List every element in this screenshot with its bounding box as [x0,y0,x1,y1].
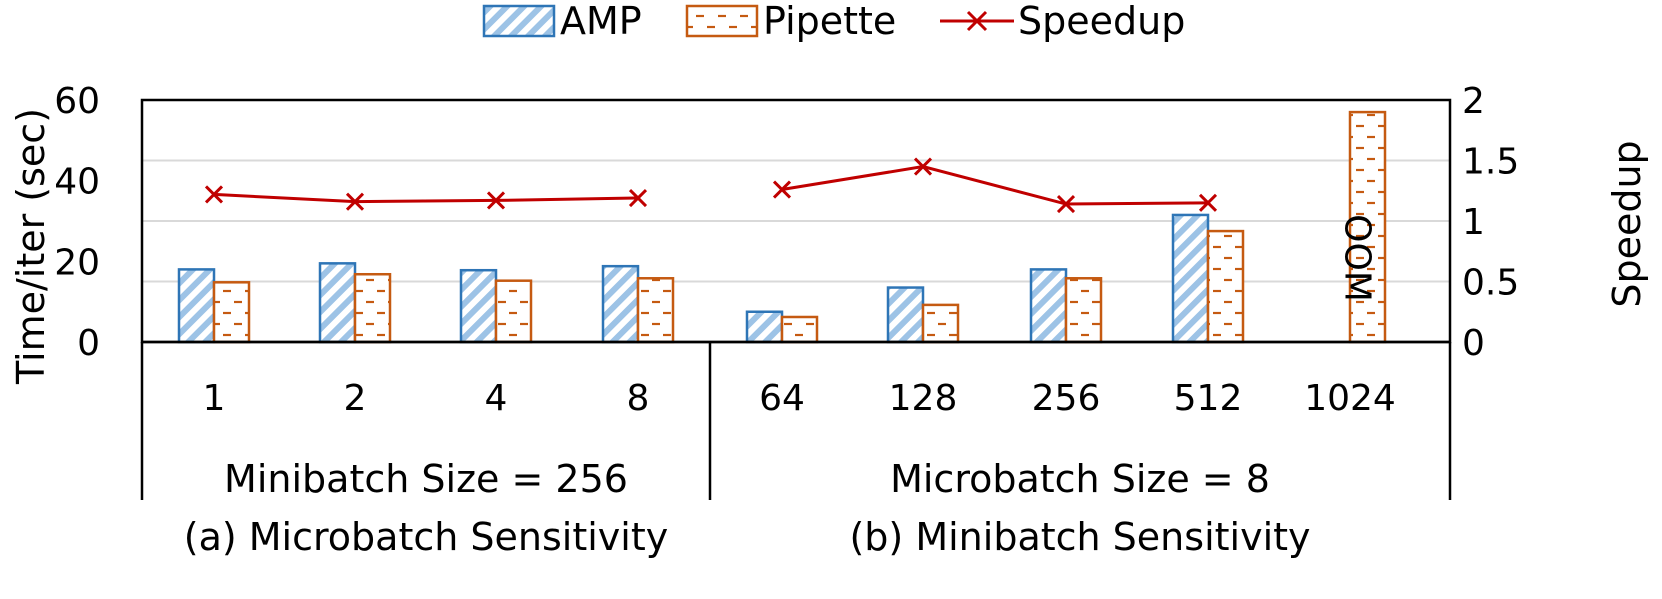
plot-frame [140,98,1452,500]
legend-item-amp: AMP [482,0,642,43]
speedup-point-4 [486,191,506,210]
annotation-oom: OOM [1337,214,1378,302]
group-labels: Minibatch Size = 256 (a) Microbatch Sensi… [184,457,1311,559]
speedup-point-2 [345,192,365,211]
y2-axis-title: Speedup [1605,140,1649,307]
legend-item-speedup: Speedup [940,0,1185,43]
group-label-2: Microbatch Size = 8 [890,457,1270,501]
speedup-segment-1 [213,192,639,204]
speedup-line [204,157,1218,214]
speedup-point-256 [1056,194,1076,214]
y-tick-label: 0 [77,323,100,364]
x-tick-label: 512 [1174,378,1243,419]
speedup-point-64 [772,180,792,199]
speedup-point-1 [204,185,224,204]
y2-tick-label: 1 [1462,202,1485,243]
speedup-point-128 [913,157,933,176]
bar-amp-4 [459,268,498,344]
x-tick-label: 1 [203,378,226,419]
category-labels: 1 2 4 8 64 128 256 512 1024 [203,378,1396,419]
y2-tick-label: 0 [1462,323,1485,364]
bar-pipette-4 [494,279,533,344]
legend-swatch-amp [482,4,556,38]
legend-item-pipette: Pipette [685,0,896,43]
bar-pipette-2 [353,272,392,344]
group-label-1: Minibatch Size = 256 [224,457,628,501]
bar-amp-2 [318,262,357,344]
speedup-segment-2 [781,165,1209,206]
legend-label-speedup: Speedup [1018,0,1185,43]
x-tick-label: 4 [485,378,508,419]
y2-tick-label: 1.5 [1462,142,1519,183]
bar-pipette-8 [636,277,675,344]
y-axis-title: Time/iter (sec) [9,108,53,385]
legend-swatch-pipette [685,4,759,38]
x-tick-label: 64 [759,378,805,419]
legend: AMP Pipette Speedup [482,0,1185,43]
speedup-point-8 [628,188,648,208]
bar-pipette-128 [921,303,960,344]
x-tick-label: 256 [1032,378,1101,419]
legend-marker-speedup [966,10,988,32]
bar-pipette-64 [780,315,819,344]
group-caption-2: (b) Minibatch Sensitivity [849,515,1310,559]
bar-amp-8 [601,264,640,344]
bar-pipette-1 [212,281,251,344]
y-tick-label: 60 [54,81,100,122]
bar-pipette-512 [1206,229,1245,344]
bar-amp-1 [177,268,216,344]
bar-pipette-256 [1064,277,1103,344]
y2-tick-label: 2 [1462,81,1485,122]
bar-amp-64 [745,310,784,344]
x-tick-label: 128 [889,378,958,419]
speedup-point-512 [1198,193,1218,212]
bar-amp-128 [886,286,925,344]
axis-ticks: 0 20 40 60 0 0.5 1 1.5 2 [54,81,1519,364]
legend-label-amp: AMP [560,0,642,43]
y2-tick-label: 0.5 [1462,263,1519,304]
group-caption-1: (a) Microbatch Sensitivity [184,515,668,559]
y-tick-label: 20 [54,242,100,283]
x-tick-label: 1024 [1304,378,1396,419]
bars: OOM [177,110,1387,344]
bar-amp-512 [1171,213,1210,344]
x-tick-label: 8 [627,378,650,419]
bar-amp-256 [1029,268,1068,344]
legend-label-pipette: Pipette [763,0,896,43]
x-tick-label: 2 [344,378,367,419]
y-tick-label: 40 [54,162,100,203]
